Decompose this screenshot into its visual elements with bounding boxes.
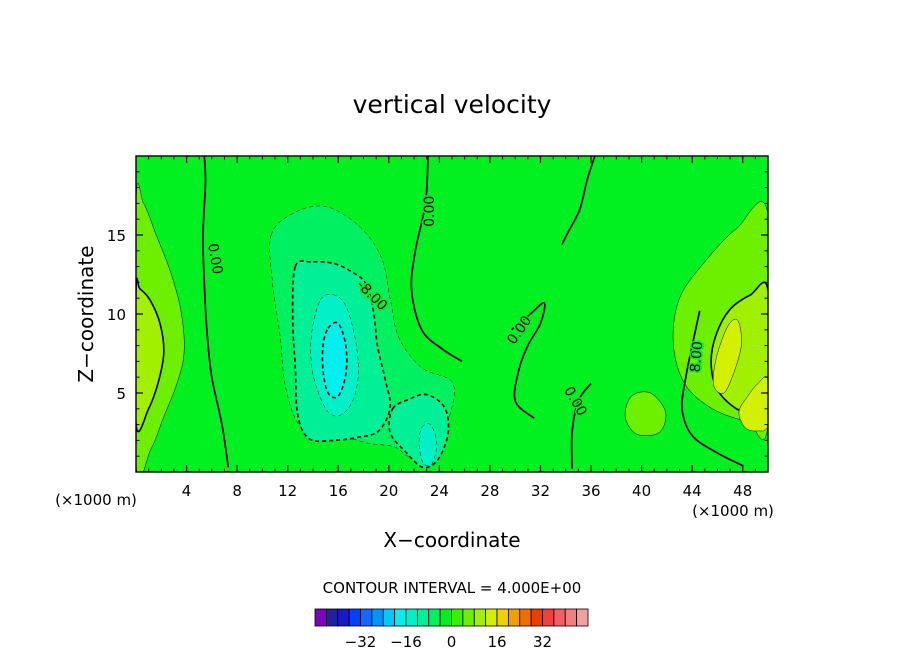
zero-contour-line-0 [202,156,230,468]
x-tick-label-4: 20 [379,482,398,500]
x-axis-label: X−coordinate [383,528,520,552]
x-tick-label-9: 40 [632,482,651,500]
colorbar-swatch-23 [576,608,589,627]
contour-region-9 [624,391,667,436]
y-axis-label: Z−coordinate [74,245,98,382]
colorbar-swatch-22 [564,608,578,627]
x-unit-label-right: (×1000 m) [692,502,774,520]
colorbar-swatch-15 [485,608,498,627]
contour-label-1: 0.00 [422,196,438,227]
x-tick-label-7: 32 [531,482,550,500]
colorbar-swatch-11 [439,608,452,627]
colorbar-swatch-5 [371,608,384,627]
y-axis-ticks: 5 10 15 [107,171,768,457]
colorbar-swatch-10 [428,608,441,627]
contour-label-5: 8.00 [688,341,707,373]
x-tick-label-6: 28 [480,482,499,500]
x-tick-label-2: 12 [278,482,297,500]
x-tick-label-8: 36 [581,482,600,500]
zero-contour-line-3 [510,301,546,419]
zero-contour-line-4 [570,382,592,469]
x-tick-label-5: 24 [430,482,449,500]
x-tick-label-10: 44 [683,482,702,500]
y-tick-label-1: 10 [107,306,126,324]
colorbar-swatch-2 [337,608,350,627]
colorbar-swatch-12 [451,608,464,627]
colorbar-swatch-19 [530,608,543,627]
colorbar-swatch-1 [325,608,339,627]
x-tick-label-3: 16 [329,482,348,500]
colorbar-swatch-20 [542,608,555,627]
colorbar-tick-label-0: −32 [345,633,377,651]
colorbar-tick-label-2: 0 [447,633,457,651]
colorbar-tick-label-4: 32 [533,633,552,651]
chart-title: vertical velocity [353,90,552,119]
plot-background [136,156,768,472]
colorbar-swatch-4 [360,608,373,627]
x-unit-label-left: (×1000 m) [55,491,137,509]
colorbar-swatch-9 [416,608,430,627]
colorbar-swatch-0 [314,608,327,627]
zero-contour-line-5 [680,310,744,467]
zero-contour-line-1 [410,156,463,363]
contour-plot: 0.000.00-8.000.000.008.00 4 8 12 16 20 24 28 32… [107,155,769,500]
contour-region-11 [712,318,742,394]
contour-region-7 [418,423,438,467]
colorbar-swatch-6 [382,608,396,627]
colorbar-tick-labels: −32 −16 0 16 32 [345,633,552,651]
contour-interval-label: CONTOUR INTERVAL = 4.000E+00 [323,579,582,597]
y-tick-label-2: 15 [107,227,126,245]
colorbar-swatch-18 [519,608,532,627]
contour-region-6 [321,321,348,399]
x-tick-label-1: 8 [232,482,242,500]
colorbar-swatch-7 [394,608,407,627]
colorbar-tick-label-1: −16 [390,633,422,651]
colorbar-swatch-16 [496,608,509,627]
contour-fills [136,156,768,472]
colorbar-swatch-14 [473,608,487,627]
colorbar-tick-label-3: 16 [487,633,506,651]
x-tick-label-11: 48 [733,482,752,500]
colorbar-swatch-8 [405,608,418,627]
x-tick-label-0: 4 [182,482,192,500]
zero-contour-line-2 [561,156,596,245]
colorbar-swatch-21 [553,608,566,627]
x-axis-ticks: 4 8 12 16 20 24 28 32 36 40 44 48 [148,156,756,500]
colorbar [314,608,589,627]
y-tick-label-0: 5 [116,385,126,403]
colorbar-swatch-3 [348,608,361,627]
colorbar-swatch-17 [507,608,521,627]
colorbar-swatch-13 [462,608,475,627]
